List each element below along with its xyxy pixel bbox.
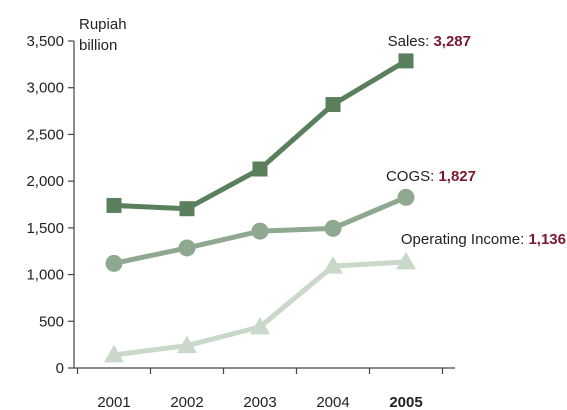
annotations: Sales: 3,287 COGS: 1,827 Operating Income:…	[386, 33, 566, 248]
y-tick-label: 1,000	[26, 267, 64, 284]
data-point	[177, 335, 197, 354]
y-axis-label: Rupiah billion	[79, 16, 127, 54]
annotation-series-name: Sales:	[388, 33, 434, 50]
y-tick-label: 2,500	[26, 126, 64, 143]
data-point	[178, 239, 196, 257]
y-tick-label: 500	[39, 313, 64, 330]
series-line	[113, 259, 407, 358]
x-tick-label: 2005	[389, 394, 422, 410]
annotation-operating-income: Operating Income: 1,136	[401, 231, 566, 248]
series-cogs	[105, 188, 415, 272]
data-point	[323, 256, 343, 274]
data-point	[250, 316, 270, 335]
x-tick-label: 2004	[316, 394, 349, 410]
axes: 0 500 1,000 1,500 2,000 2,500 3,000 3,500 2001 20…	[26, 33, 455, 410]
x-tick-label: 2001	[97, 394, 130, 410]
annotation-value: 1,136	[528, 231, 566, 248]
annotation-value: 3,287	[433, 33, 471, 50]
x-tick-label: 2003	[243, 394, 276, 410]
series-group	[104, 53, 416, 363]
x-tick-label: 2002	[170, 394, 203, 410]
data-point	[106, 197, 122, 213]
y-tick-label: 3,500	[26, 33, 64, 50]
data-point	[324, 219, 342, 237]
data-point	[397, 188, 415, 206]
series-line	[113, 58, 408, 212]
y-axis-label-line: Rupiah	[79, 16, 127, 33]
series-operating-income	[104, 251, 416, 363]
data-point	[179, 201, 195, 217]
data-point	[325, 97, 341, 113]
data-point	[398, 53, 414, 69]
y-tick-label: 3,000	[26, 80, 64, 97]
annotation-sales: Sales: 3,287	[388, 33, 471, 50]
annotation-series-name: COGS:	[386, 168, 439, 185]
y-tick-label: 0	[56, 360, 64, 377]
y-tick-label: 1,500	[26, 220, 64, 237]
data-point	[396, 251, 416, 270]
annotation-value: 1,827	[438, 168, 476, 185]
annotation-series-name: Operating Income:	[401, 231, 529, 248]
annotation-cogs: COGS: 1,827	[386, 168, 476, 185]
data-point	[252, 161, 268, 177]
series-sales	[106, 53, 414, 217]
y-axis-label-line: billion	[79, 37, 117, 54]
data-point	[251, 222, 269, 240]
data-point	[105, 254, 123, 272]
y-tick-label: 2,000	[26, 173, 64, 190]
data-point	[104, 344, 124, 363]
